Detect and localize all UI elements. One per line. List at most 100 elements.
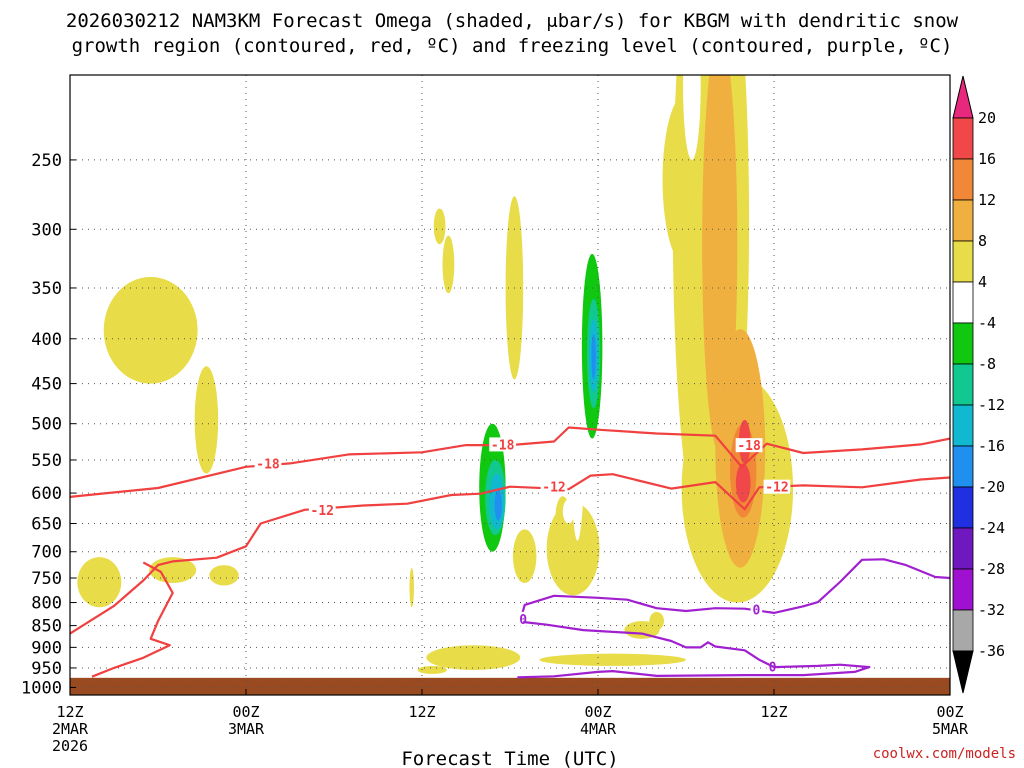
colorbar-tick-label: -12 [978, 396, 1005, 414]
omega-region [409, 567, 414, 608]
contour-label-bg [517, 611, 529, 626]
omega-region [683, 75, 701, 160]
grid-lines [70, 75, 950, 695]
omega-shading-layer [77, 75, 950, 674]
y-tick-label: 650 [31, 515, 62, 535]
y-axis-pressure: 2503003504004505005506006507007508008509… [21, 151, 76, 698]
colorbar-band [952, 486, 974, 529]
omega-region [523, 222, 574, 435]
temperature-contours-layer: -18 -18 -18 -12 -12 -12 0 0 0 [70, 426, 950, 679]
colorbar-tick-label: 4 [978, 273, 987, 291]
contour-label-bg [254, 456, 282, 471]
x-tick-label: 2MAR [52, 720, 89, 738]
colorbar-tick-label: 12 [978, 191, 996, 209]
x-tick-label: 2026 [52, 737, 88, 755]
colorbar-band [952, 363, 974, 406]
omega-region [433, 208, 446, 245]
plot-frame [69, 74, 951, 696]
colorbar-legend: 20 16 12 8 4 -4 -8 -12 -16 -20 -24 -28 -32 -36 [952, 75, 1005, 694]
omega-region [591, 333, 596, 380]
contour-label: -12 [542, 481, 565, 496]
y-tick-label: 400 [31, 330, 62, 350]
colorbar-band [952, 117, 974, 160]
colorbar-tick-label: -4 [978, 314, 996, 332]
x-tick-label: 4MAR [580, 720, 617, 738]
contour-label: 0 [519, 613, 527, 628]
y-tick-label: 900 [31, 638, 62, 658]
colorbar-band [952, 158, 974, 201]
colorbar-tick-label: 20 [978, 109, 996, 127]
dendritic-isotherm-contour [91, 561, 174, 678]
y-tick-label: 300 [31, 220, 62, 240]
omega-region [634, 511, 650, 578]
omega-region [599, 75, 618, 487]
omega-region [426, 645, 521, 670]
colorbar-band [952, 199, 974, 242]
omega-region [539, 653, 687, 666]
chart-title-line2: growth region (contoured, red, ºC) and f… [72, 35, 953, 57]
omega-region [442, 235, 455, 294]
y-tick-label: 950 [31, 659, 62, 679]
colorbar-band [952, 281, 974, 324]
y-tick-label: 450 [31, 375, 62, 395]
x-tick-label: 12Z [760, 703, 787, 721]
x-tick-label: 12Z [56, 703, 83, 721]
colorbar-tick-label: -24 [978, 519, 1005, 537]
contour-label: -18 [737, 439, 761, 454]
omega-region [512, 529, 537, 584]
contour-label-bg [489, 437, 517, 452]
colorbar-band [952, 404, 974, 447]
contour-label: 0 [769, 661, 777, 676]
colorbar-band [952, 240, 974, 283]
colorbar-tick-label: 8 [978, 232, 987, 250]
colorbar-band [952, 568, 974, 611]
contour-label: -18 [256, 457, 280, 472]
dendritic-isotherm-contour [70, 426, 950, 498]
omega-region [624, 621, 660, 639]
colorbar-band [952, 445, 974, 488]
colorbar-band [952, 609, 974, 652]
y-tick-label: 250 [31, 151, 62, 171]
contour-label: -18 [491, 438, 515, 453]
omega-region [77, 557, 122, 608]
contour-label: -12 [311, 504, 334, 519]
omega-region [564, 75, 591, 541]
x-axis-title: Forecast Time (UTC) [401, 748, 618, 768]
x-tick-label: 00Z [936, 703, 963, 721]
y-tick-label: 750 [31, 569, 62, 589]
omega-region [449, 459, 474, 494]
contour-label-bg [308, 502, 336, 517]
y-tick-label: 500 [31, 415, 62, 435]
y-tick-label: 550 [31, 451, 62, 471]
omega-region [468, 466, 478, 518]
contour-label: 0 [752, 604, 760, 619]
omega-region [494, 489, 502, 521]
colorbar-band [952, 527, 974, 570]
x-tick-label: 5MAR [932, 720, 969, 738]
site-credit: coolwx.com/models [872, 746, 1016, 762]
colorbar-tick-label: -32 [978, 601, 1005, 619]
colorbar-top-triangle [952, 75, 974, 119]
omega-region [103, 276, 198, 384]
x-tick-label: 12Z [408, 703, 435, 721]
dendritic-isotherm-contour [70, 473, 950, 635]
colorbar-tick-label: -28 [978, 560, 1005, 578]
x-tick-label: 00Z [584, 703, 611, 721]
omega-region [735, 463, 751, 503]
x-tick-label: 00Z [232, 703, 259, 721]
omega-region [562, 499, 575, 524]
colorbar-tick-label: -20 [978, 478, 1005, 496]
contour-label-bg [763, 479, 791, 494]
colorbar-tick-label: -16 [978, 437, 1005, 455]
x-tick-label: 3MAR [228, 720, 265, 738]
contour-label-bg [540, 479, 568, 494]
y-tick-label: 700 [31, 543, 62, 563]
chart-title-line1: 2026030212 NAM3KM Forecast Omega (shaded… [66, 10, 959, 32]
colorbar-tick-label: -8 [978, 355, 996, 373]
colorbar-band [952, 322, 974, 365]
omega-region [209, 565, 239, 586]
ground-surface [70, 677, 950, 695]
contour-label-bg [735, 438, 763, 453]
